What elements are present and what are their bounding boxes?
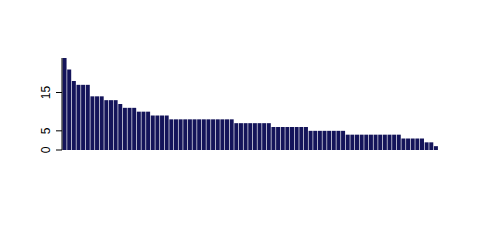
- svg-text:5: 5: [39, 127, 53, 134]
- svg-text:0: 0: [39, 146, 53, 153]
- svg-text:15: 15: [39, 86, 53, 100]
